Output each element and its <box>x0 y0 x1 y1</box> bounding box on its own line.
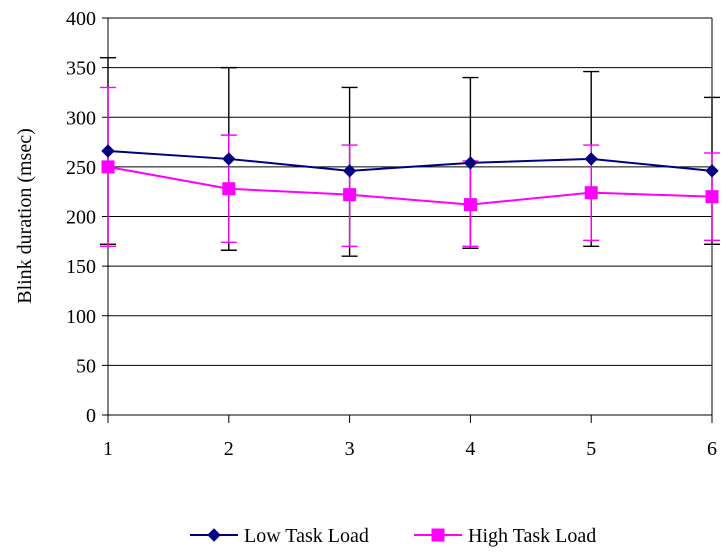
tick-labels: 0 50 100 150 200 250 300 350 400 1 2 3 4 5 6 <box>66 8 717 460</box>
data-point <box>343 188 357 202</box>
x-tick-label: 3 <box>345 438 355 460</box>
legend-item-high-task-load: High Task Load <box>414 525 596 547</box>
data-point <box>342 164 357 178</box>
y-axis-title: Blink duration (msec) <box>14 128 36 304</box>
series-lines <box>107 149 713 206</box>
x-tick-label: 1 <box>103 438 113 460</box>
y-tick-label: 250 <box>66 157 96 179</box>
legend-marker <box>431 528 445 542</box>
x-tick-label: 6 <box>707 438 717 460</box>
data-point <box>584 152 598 166</box>
axes <box>102 17 713 423</box>
series-markers <box>101 144 719 212</box>
y-tick-label: 300 <box>66 107 96 129</box>
series-line-low-task-load <box>107 149 713 172</box>
y-tick-label: 400 <box>66 8 96 30</box>
data-point <box>463 156 478 170</box>
data-point <box>463 198 477 212</box>
y-tick-label: 200 <box>66 207 96 229</box>
legend-item-low-task-load: Low Task Load <box>190 525 369 547</box>
y-tick-label: 0 <box>86 405 96 427</box>
data-point <box>584 186 598 200</box>
data-point <box>222 182 236 196</box>
legend-marker <box>207 528 221 542</box>
y-tick-label: 350 <box>66 58 96 80</box>
y-tick-label: 150 <box>66 256 96 278</box>
grid-lines <box>108 17 712 366</box>
x-tick-label: 2 <box>224 438 234 460</box>
data-point <box>705 164 719 178</box>
legend: Low Task Load High Task Load <box>190 525 596 547</box>
legend-label: High Task Load <box>468 525 596 547</box>
x-tick-label: 4 <box>465 438 475 460</box>
data-point <box>222 152 236 166</box>
data-point <box>101 160 115 174</box>
data-point <box>705 190 719 204</box>
x-tick-label: 5 <box>586 438 596 460</box>
data-point <box>101 144 115 158</box>
legend-label: Low Task Load <box>244 525 369 547</box>
y-tick-label: 100 <box>66 306 96 328</box>
y-tick-label: 50 <box>76 355 96 377</box>
series-line-high-task-load <box>107 165 713 206</box>
